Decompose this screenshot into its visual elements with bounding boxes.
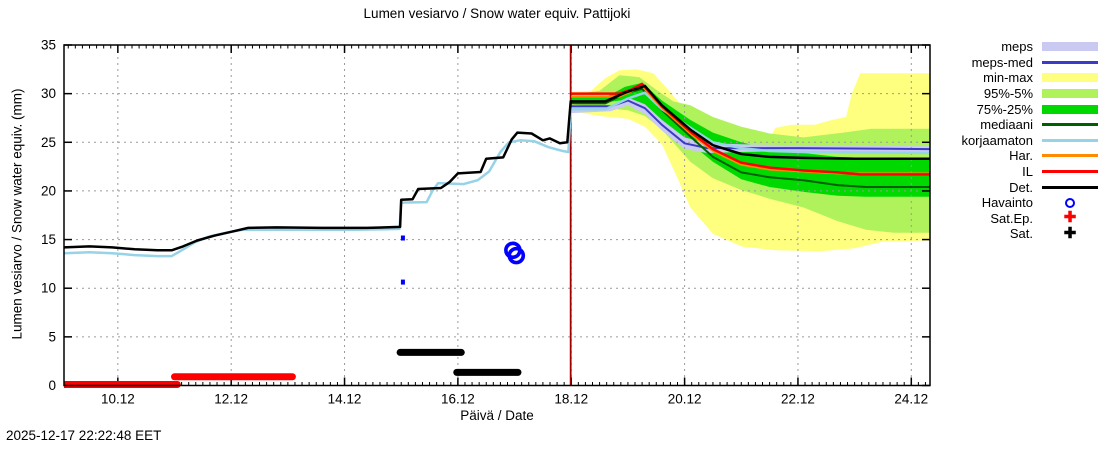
legend-label: Har. <box>1009 148 1033 164</box>
x-tick-label: 16.12 <box>441 392 475 407</box>
legend-item-sat-ep-: Sat.Ep. ✚ <box>868 209 1098 227</box>
legend-swatch-plus: ✚ <box>1063 209 1077 227</box>
legend-item-meps: meps <box>868 39 1098 55</box>
legend-swatch-band <box>1042 89 1098 99</box>
x-axis-label: Päivä / Date <box>460 408 534 423</box>
legend-label: IL <box>1022 164 1033 180</box>
legend-item-meps-med: meps-med <box>868 55 1098 71</box>
series-line-Det. <box>64 84 930 252</box>
x-tick-label: 12.12 <box>214 392 248 407</box>
x-tick-label: 20.12 <box>668 392 702 407</box>
axis-ticks: 0 5 10 15 20 25 30 35 10.12 12.12 14.12 16.12 18.12 2… <box>41 38 930 407</box>
y-tick-label: 30 <box>41 86 56 101</box>
legend-label: meps <box>1001 39 1033 55</box>
legend-item-sat-: Sat. ✚ <box>868 226 1098 242</box>
y-tick-label: 20 <box>41 183 56 198</box>
legend-item-har-: Har. <box>868 148 1098 164</box>
legend-item-det-: Det. <box>868 179 1098 195</box>
legend-item-korjaamaton: korjaamaton <box>868 133 1098 149</box>
timestamp: 2025-12-17 22:22:48 EET <box>6 428 162 443</box>
x-tick-label: 24.12 <box>894 392 928 407</box>
legend-label: mediaani <box>980 117 1033 133</box>
gridlines <box>64 45 930 386</box>
legend-swatch-band <box>1042 104 1098 114</box>
y-tick-label: 35 <box>41 38 56 53</box>
legend-item-75-25-: 75%-25% <box>868 101 1098 117</box>
plot-border <box>63 44 931 387</box>
legend-item-havainto: Havainto <box>868 195 1098 211</box>
legend-label: min-max <box>983 70 1033 86</box>
legend: meps meps-med min-max 95%-5% 75%-25% mediaani… <box>868 39 1098 242</box>
legend-label: Sat.Ep. <box>990 210 1033 226</box>
y-tick-label: 15 <box>41 232 56 247</box>
chart-title: Lumen vesiarvo / Snow water equiv. Patti… <box>363 6 631 21</box>
legend-swatch-line <box>1042 185 1098 189</box>
legend-label: meps-med <box>971 54 1033 70</box>
legend-swatch-plus: ✚ <box>1063 224 1077 242</box>
legend-label: Det. <box>1009 179 1033 195</box>
legend-label: Sat. <box>1009 226 1033 242</box>
legend-item-il: IL <box>868 164 1098 180</box>
series-lines <box>64 82 930 258</box>
legend-swatch-line <box>1042 60 1098 64</box>
observation-dot <box>400 279 405 285</box>
band-meps <box>571 97 930 153</box>
series-line-korjaamaton <box>64 91 930 258</box>
x-tick-label: 22.12 <box>781 392 815 407</box>
legend-swatch-ring <box>1065 197 1075 208</box>
x-tick-label: 14.12 <box>328 392 362 407</box>
legend-item-min-max: min-max <box>868 70 1098 86</box>
band-75%-25% <box>571 82 930 197</box>
observation-ring <box>507 246 526 265</box>
observation-dot <box>400 235 405 241</box>
legend-swatch-line <box>1042 138 1098 142</box>
legend-swatch-line <box>1042 170 1098 174</box>
x-tick-label: 10.12 <box>101 392 135 407</box>
y-tick-label: 5 <box>48 329 56 344</box>
x-tick-label: 18.12 <box>554 392 588 407</box>
legend-item-95-5-: 95%-5% <box>868 86 1098 102</box>
legend-label: Havainto <box>981 195 1033 211</box>
y-tick-label: 10 <box>41 281 56 296</box>
y-tick-label: 25 <box>41 135 56 150</box>
legend-swatch-band <box>1042 73 1098 83</box>
legend-swatch-line <box>1042 154 1098 158</box>
legend-label: 75%-25% <box>976 101 1033 117</box>
legend-swatch-line <box>1042 123 1098 127</box>
legend-item-mediaani: mediaani <box>868 117 1098 133</box>
legend-label: korjaamaton <box>961 132 1033 148</box>
y-tick-label: 0 <box>48 378 56 393</box>
legend-swatch-band <box>1042 42 1098 52</box>
legend-label: 95%-5% <box>983 86 1033 102</box>
observation-markers <box>64 235 526 389</box>
